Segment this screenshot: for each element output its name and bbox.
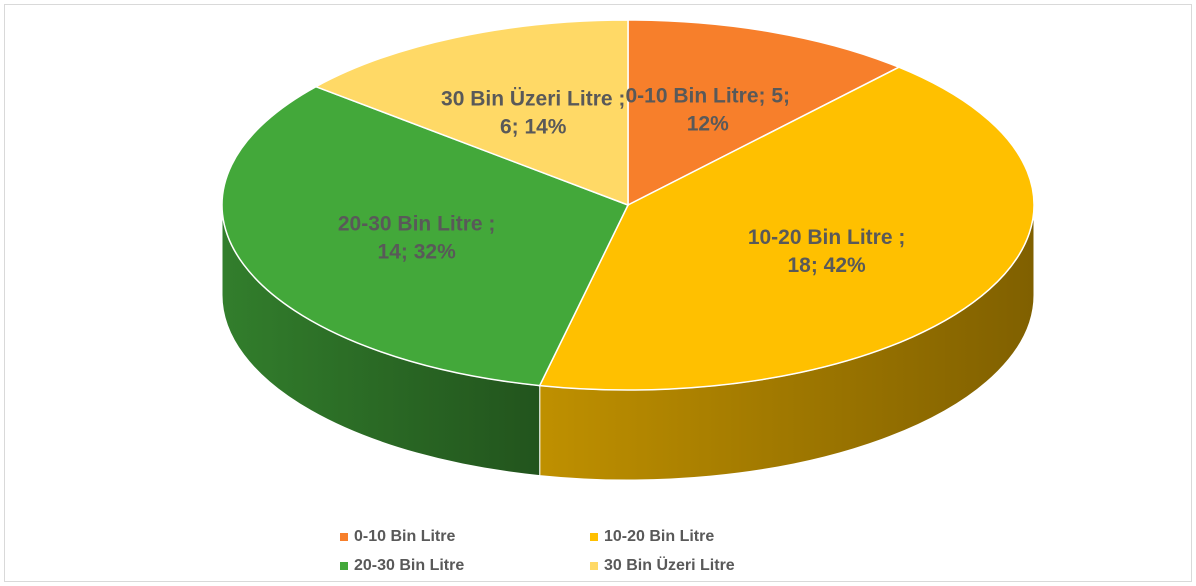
legend-label: 10-20 Bin Litre <box>604 528 714 545</box>
pie-slice <box>314 19 629 207</box>
legend-marker <box>340 533 348 541</box>
legend-marker <box>590 562 598 570</box>
data-label: 18; 42% <box>787 254 866 277</box>
legend-marker <box>340 562 348 570</box>
data-label: 30 Bin Üzeri Litre ; <box>441 87 625 110</box>
pie-slice <box>538 66 1035 391</box>
data-label: 14; 32% <box>378 240 457 263</box>
data-label: 20-30 Bin Litre ; <box>338 212 496 235</box>
pie-slice <box>221 85 630 387</box>
pie-slice <box>627 19 901 207</box>
data-label: 0-10 Bin Litre; 5; <box>625 85 790 108</box>
legend-label: 20-30 Bin Litre <box>354 557 464 574</box>
legend-marker <box>590 533 598 541</box>
legend-label: 0-10 Bin Litre <box>354 528 455 545</box>
data-label: 10-20 Bin Litre ; <box>748 226 906 249</box>
legend-label: 30 Bin Üzeri Litre <box>604 555 735 574</box>
data-label: 12% <box>687 113 729 136</box>
data-label: 6; 14% <box>500 115 567 138</box>
